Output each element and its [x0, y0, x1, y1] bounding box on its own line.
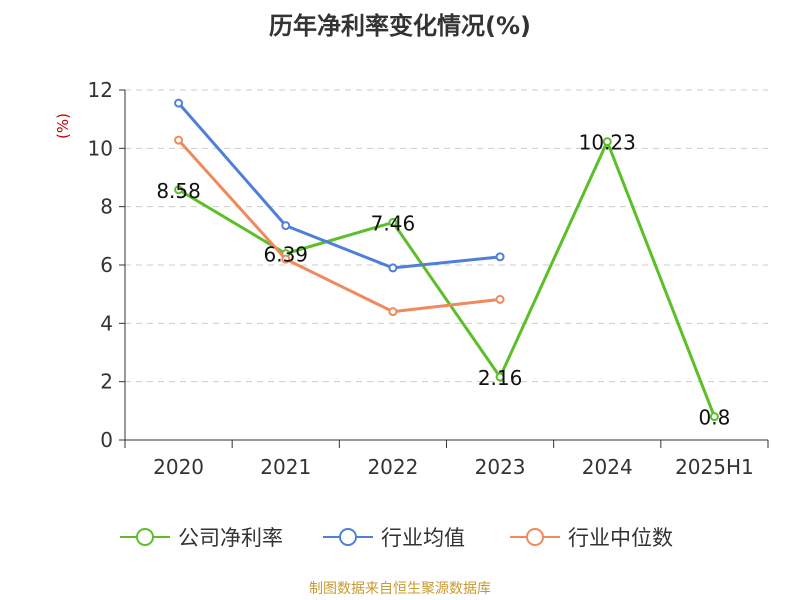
data-point	[281, 254, 291, 264]
x-tick-label: 2021	[260, 455, 311, 479]
data-point	[281, 221, 291, 231]
y-tick-label: 2	[100, 370, 113, 394]
data-point	[388, 217, 398, 227]
y-tick-label: 6	[100, 253, 113, 277]
data-source-note: 制图数据来自恒生聚源数据库	[309, 581, 491, 597]
x-tick-label: 2023	[475, 455, 526, 479]
data-point	[709, 412, 719, 422]
y-tick-label: 8	[100, 195, 113, 219]
x-tick-label: 2020	[153, 455, 204, 479]
data-point	[495, 252, 505, 262]
data-point	[174, 185, 184, 195]
legend-label: 行业中位数	[568, 526, 673, 550]
y-tick-label: 12	[88, 78, 113, 102]
legend-marker	[526, 528, 544, 546]
data-label: 2.16	[478, 366, 523, 390]
data-point	[388, 307, 398, 317]
x-tick-label: 2025H1	[675, 455, 754, 479]
data-point	[174, 98, 184, 108]
data-point	[602, 137, 612, 147]
data-point	[388, 263, 398, 273]
data-point	[495, 294, 505, 304]
series-line-1	[177, 102, 501, 270]
data-label: 10.23	[579, 131, 636, 155]
legend-label: 公司净利率	[178, 526, 283, 550]
chart-title: 历年净利率变化情况(%)	[269, 12, 531, 40]
data-label: 0.8	[699, 406, 731, 430]
y-axis-label: (%)	[54, 113, 72, 139]
data-point	[495, 372, 505, 382]
legend-marker	[136, 528, 154, 546]
data-point	[174, 135, 184, 145]
data-label: 6.39	[263, 243, 308, 267]
series-line-0	[177, 140, 716, 418]
series-line-2	[177, 139, 501, 314]
data-label: 8.58	[156, 179, 201, 203]
x-tick-label: 2024	[582, 455, 633, 479]
legend-marker	[339, 528, 357, 546]
data-label: 7.46	[371, 211, 416, 235]
x-tick-label: 2022	[367, 455, 418, 479]
y-tick-label: 0	[100, 428, 113, 452]
legend-label: 行业均值	[381, 526, 465, 550]
y-tick-label: 4	[100, 311, 113, 335]
y-tick-label: 10	[88, 136, 113, 160]
